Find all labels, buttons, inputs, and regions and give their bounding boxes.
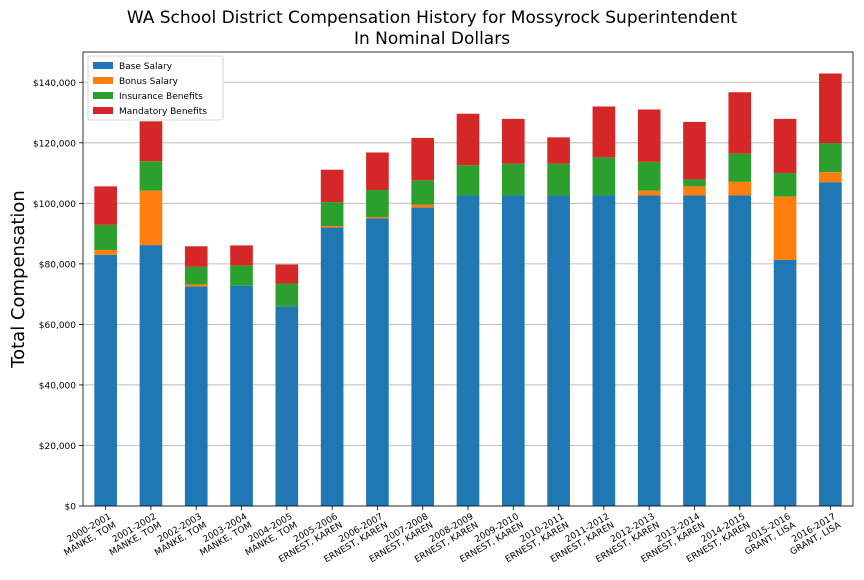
legend-label: Mandatory Benefits xyxy=(119,107,207,117)
bar-segment-bonus-salary xyxy=(728,181,752,196)
bar-segment-insurance-benefits xyxy=(456,165,480,196)
bar-segment-insurance-benefits xyxy=(275,283,299,307)
bar-segment-base-salary xyxy=(501,195,525,507)
bar-segment-insurance-benefits xyxy=(230,265,253,286)
legend-swatch xyxy=(93,77,113,84)
bar-segment-base-salary xyxy=(94,254,117,506)
bar-segment-bonus-salary xyxy=(184,284,208,287)
bar-segment-mandatory-benefits xyxy=(230,245,253,266)
bar-segment-insurance-benefits xyxy=(411,180,435,205)
bar-segment-bonus-salary xyxy=(683,186,706,196)
plot-frame xyxy=(82,51,854,507)
bar-segment-mandatory-benefits xyxy=(275,264,299,284)
bar-segment-insurance-benefits xyxy=(366,190,389,217)
y-axis-label: Total Compensation xyxy=(8,190,29,369)
chart-title-line: WA School District Compensation History … xyxy=(126,8,738,28)
bar-segment-bonus-salary xyxy=(320,226,344,228)
legend-label: Bonus Salary xyxy=(119,77,179,87)
bar-segment-base-salary xyxy=(592,195,616,507)
y-tick-label: $40,000 xyxy=(39,381,76,391)
legend-label: Base Salary xyxy=(119,62,173,72)
bar-segment-mandatory-benefits xyxy=(683,121,706,180)
bar-segment-insurance-benefits xyxy=(184,266,208,285)
bar-segment-base-salary xyxy=(547,195,570,507)
bar-segment-insurance-benefits xyxy=(94,224,117,250)
bar-segment-base-salary xyxy=(637,195,661,507)
y-tick-label: $60,000 xyxy=(39,321,76,331)
chart-title: WA School District Compensation History … xyxy=(0,8,864,50)
bar-segment-base-salary xyxy=(456,195,480,507)
y-tick-label: $140,000 xyxy=(33,79,76,89)
y-tick-label: $80,000 xyxy=(39,260,76,270)
bar-segment-bonus-salary xyxy=(819,172,842,183)
bar-segment-insurance-benefits xyxy=(547,163,570,196)
bar-segment-bonus-salary xyxy=(94,249,117,255)
y-tick-label: $120,000 xyxy=(33,139,76,149)
chart-subtitle: In Nominal Dollars xyxy=(353,29,511,49)
y-tick-label: $100,000 xyxy=(33,200,76,210)
bar-segment-insurance-benefits xyxy=(320,202,344,227)
bar-segment-base-salary xyxy=(275,306,299,506)
bar-segment-mandatory-benefits xyxy=(411,137,435,181)
bar-segment-mandatory-benefits xyxy=(320,169,344,203)
bar-segment-mandatory-benefits xyxy=(637,109,661,162)
bar-segment-mandatory-benefits xyxy=(456,113,480,166)
legend-swatch xyxy=(93,107,113,114)
legend-label: Insurance Benefits xyxy=(119,92,203,102)
y-tick-label: $0 xyxy=(65,503,77,513)
bar-segment-insurance-benefits xyxy=(637,161,661,191)
bar-segment-mandatory-benefits xyxy=(592,106,616,158)
bar-segment-bonus-salary xyxy=(773,196,797,260)
y-tick-label: $20,000 xyxy=(39,442,76,452)
legend-swatch xyxy=(93,92,113,99)
bar-segment-mandatory-benefits xyxy=(501,118,525,164)
bar-segment-base-salary xyxy=(184,286,208,506)
bar-segment-bonus-salary xyxy=(139,190,163,246)
x-tick-label: 2016-2017GRANT, LISA xyxy=(784,512,844,558)
bar-segment-base-salary xyxy=(773,259,797,506)
bar-segment-insurance-benefits xyxy=(819,143,842,173)
bar-segment-base-salary xyxy=(683,195,706,507)
bar-segment-bonus-salary xyxy=(366,216,389,219)
bar-segment-mandatory-benefits xyxy=(184,246,208,267)
bar-segment-insurance-benefits xyxy=(139,161,163,191)
bar-segment-mandatory-benefits xyxy=(94,186,117,225)
bar-segment-base-salary xyxy=(320,227,344,506)
bar-segment-mandatory-benefits xyxy=(819,73,842,144)
bar-segment-base-salary xyxy=(728,195,752,507)
bar-segment-base-salary xyxy=(366,218,389,506)
bar-segment-mandatory-benefits xyxy=(728,92,752,154)
legend-box xyxy=(87,55,224,121)
bar-segment-base-salary xyxy=(819,182,842,506)
bar-segment-bonus-salary xyxy=(411,204,435,208)
bar-segment-mandatory-benefits xyxy=(547,137,570,164)
bar-segment-mandatory-benefits xyxy=(139,121,163,162)
legend-swatch xyxy=(93,62,113,69)
bar-segment-insurance-benefits xyxy=(501,163,525,196)
bar-segment-insurance-benefits xyxy=(773,173,797,197)
bar-segment-insurance-benefits xyxy=(592,157,616,196)
bar-segment-mandatory-benefits xyxy=(773,118,797,174)
bar-segment-mandatory-benefits xyxy=(366,152,389,191)
bar-segment-base-salary xyxy=(139,245,163,507)
bar-segment-base-salary xyxy=(411,207,435,506)
bar-segment-insurance-benefits xyxy=(683,179,706,187)
bar-segment-bonus-salary xyxy=(637,190,661,196)
bar-segment-base-salary xyxy=(230,285,253,506)
bar-segment-insurance-benefits xyxy=(728,153,752,182)
